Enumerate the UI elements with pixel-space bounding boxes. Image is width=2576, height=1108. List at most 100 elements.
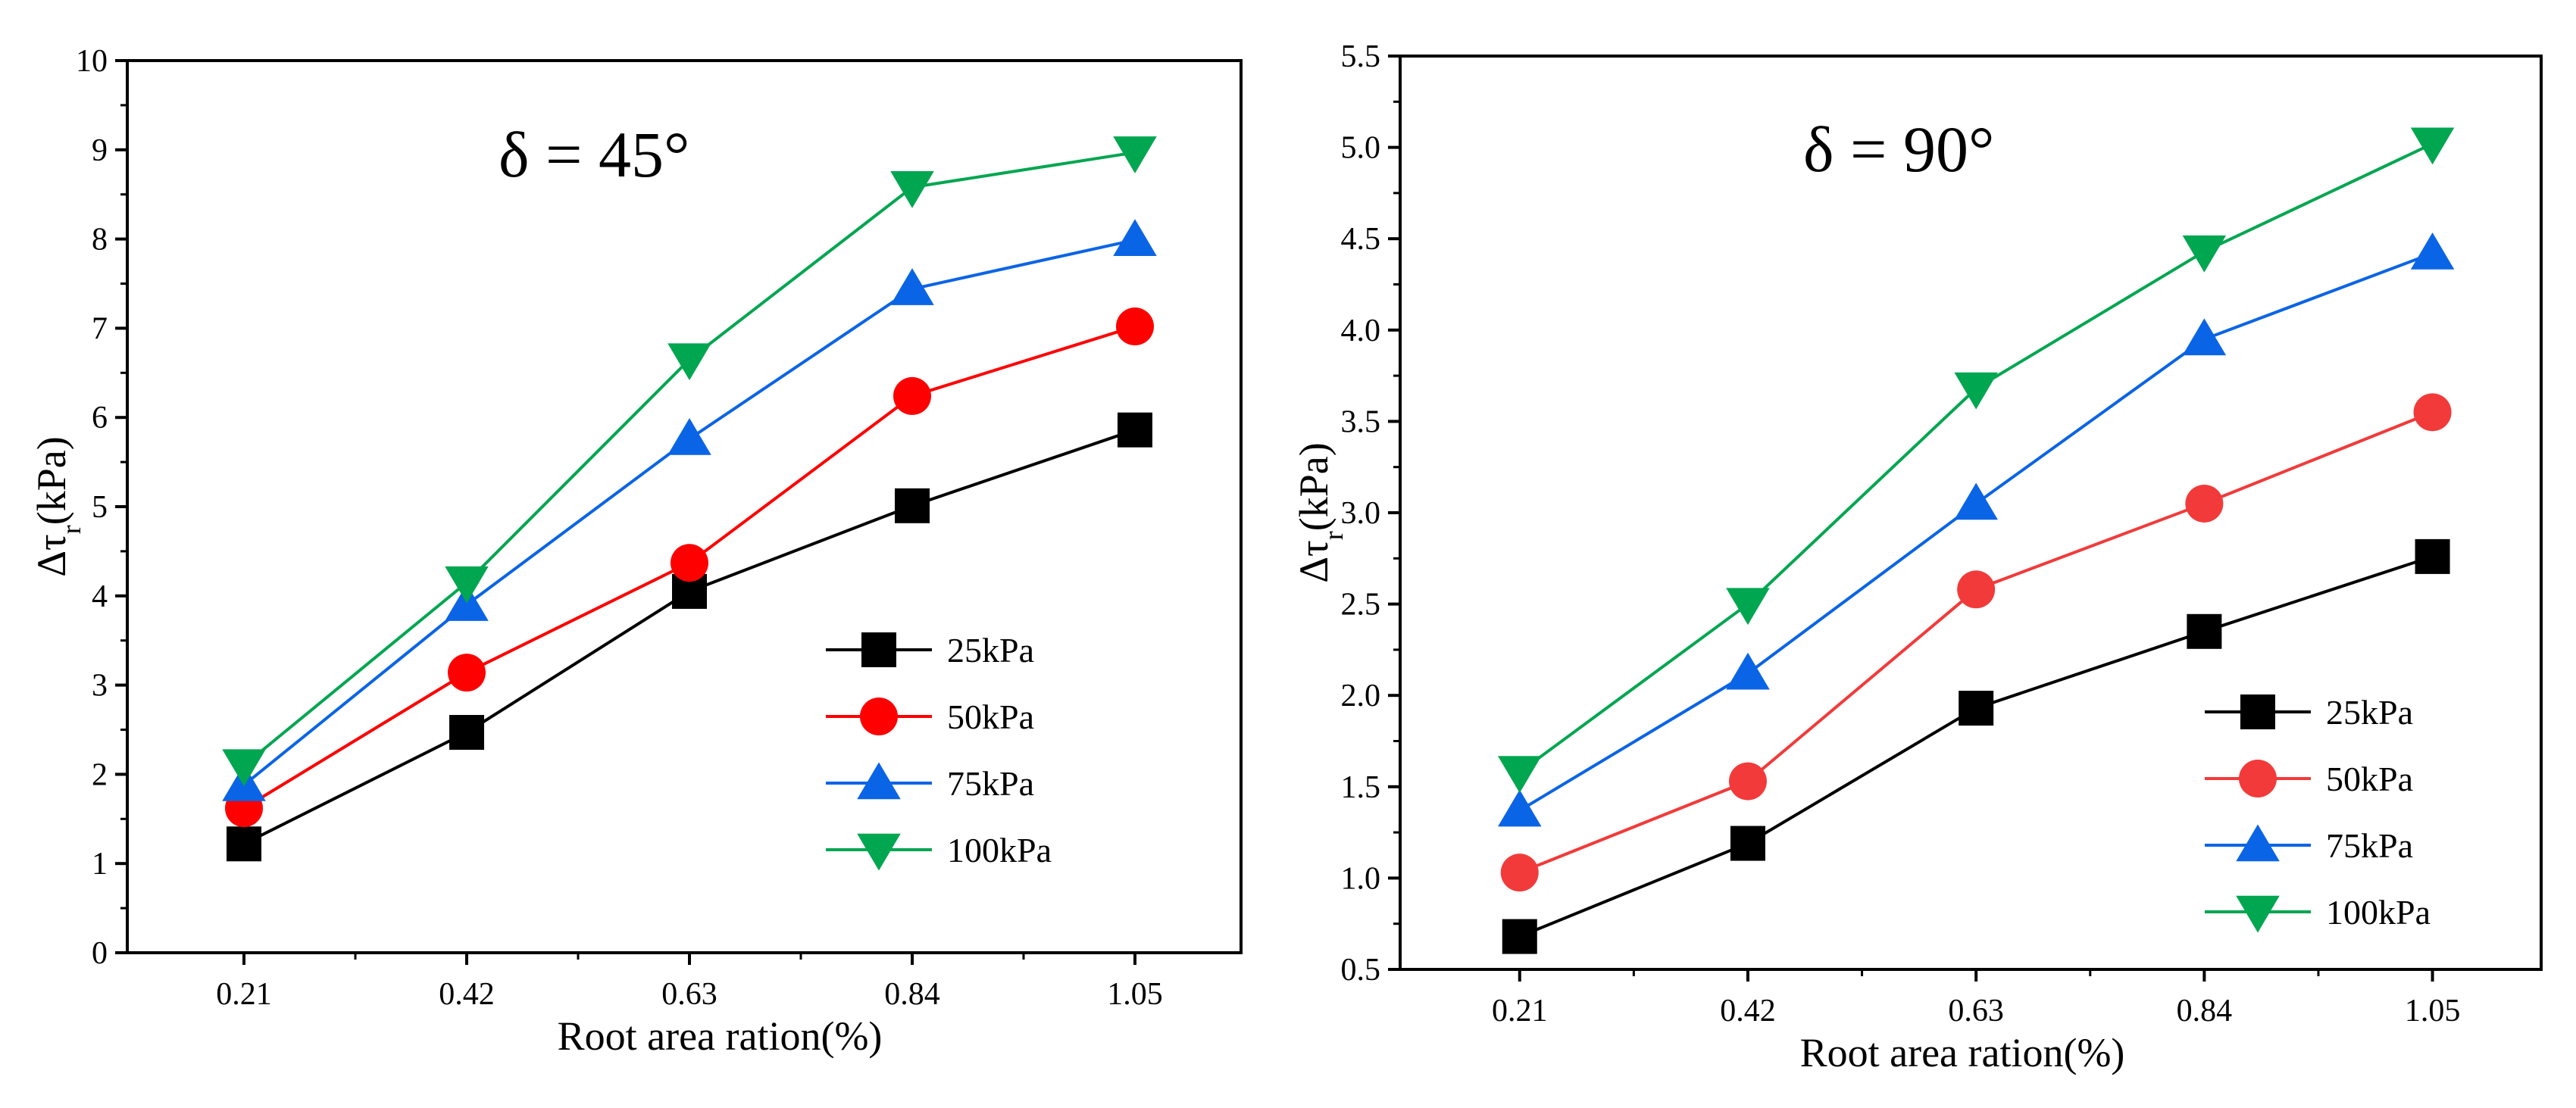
data-point <box>1116 307 1154 346</box>
data-point <box>1730 826 1765 861</box>
y-tick-label: 1 <box>92 847 108 882</box>
y-tick-label: 3 <box>92 669 108 704</box>
legend-marker <box>2236 824 2280 862</box>
axis-ticks <box>115 59 1136 965</box>
x-tick-labels: 0.21 0.42 0.63 0.84 1.05 <box>216 977 1163 1012</box>
x-tick-label: 0.63 <box>661 977 717 1012</box>
x-tick-label: 0.84 <box>2177 994 2233 1028</box>
x-axis-title: Root area ration(%) <box>1800 1030 2125 1075</box>
data-point <box>1954 482 1998 520</box>
y-tick-label: 3.5 <box>1341 404 1381 439</box>
data-point <box>1957 570 1996 609</box>
data-point <box>2413 393 2452 432</box>
y-axis-title-subscript: r <box>56 525 86 534</box>
data-point <box>1726 652 1770 690</box>
chart-title: δ = 90° <box>1803 113 1994 186</box>
y-tick-label: 4 <box>92 579 108 614</box>
legend-label: 25kPa <box>2326 693 2413 732</box>
series-100kPa <box>1498 127 2455 794</box>
y-axis-title: Δτr(kPa) <box>29 436 86 576</box>
data-point <box>667 417 711 455</box>
series-line <box>1518 251 2434 812</box>
legend-marker <box>2239 760 2277 797</box>
data-point <box>667 343 711 381</box>
chart-panel-delta-45: 0 1 2 3 4 5 6 7 8 9 10 0.21 0.42 0.63 0.84 1.05 δ = 45… <box>29 44 1243 1059</box>
x-tick-label: 0.84 <box>884 977 940 1012</box>
legend-entry: 100kPa <box>2205 893 2431 933</box>
data-point <box>1500 854 1539 892</box>
y-tick-label: 2.0 <box>1341 679 1381 713</box>
legend-label: 100kPa <box>2326 893 2431 932</box>
series-100kPa <box>222 136 1157 787</box>
x-tick-label: 1.05 <box>2405 994 2461 1028</box>
x-tick-label: 0.42 <box>439 977 495 1012</box>
axis-ticks <box>1388 55 2434 982</box>
x-tick-labels: 0.21 0.42 0.63 0.84 1.05 <box>1492 994 2460 1028</box>
data-point <box>222 749 266 787</box>
legend-marker <box>857 833 901 871</box>
data-point <box>2187 613 2222 649</box>
y-tick-label: 5 <box>92 490 108 525</box>
data-point <box>893 376 931 415</box>
data-point <box>449 715 484 751</box>
series-25kPa <box>1502 538 2450 954</box>
data-point <box>2415 538 2450 574</box>
y-axis-title-subscript: r <box>1318 531 1349 540</box>
legend-entry: 50kPa <box>826 698 1034 736</box>
data-point <box>1726 588 1770 626</box>
x-axis-title: Root area ration(%) <box>558 1013 883 1059</box>
data-point <box>895 488 930 523</box>
legend-label: 75kPa <box>947 764 1034 803</box>
legend-label: 75kPa <box>2326 826 2413 865</box>
data-point <box>1498 756 1542 794</box>
series-50kPa <box>1500 393 2452 892</box>
data-point <box>671 544 708 582</box>
legend-label: 25kPa <box>947 631 1034 669</box>
y-tick-label: 9 <box>92 133 108 168</box>
legend-marker <box>2236 895 2280 933</box>
y-tick-label: 0.5 <box>1341 953 1381 988</box>
legend-entry: 100kPa <box>826 831 1052 871</box>
legend-entry: 75kPa <box>826 762 1034 803</box>
legend-label: 100kPa <box>947 831 1052 869</box>
data-point <box>1113 219 1157 257</box>
data-point <box>1728 762 1767 801</box>
y-tick-labels: 0 1 2 3 4 5 6 7 8 9 10 <box>76 44 108 971</box>
legend-label: 50kPa <box>947 698 1034 736</box>
legend-entry: 75kPa <box>2205 824 2413 865</box>
data-point <box>1502 919 1537 954</box>
y-tick-label: 4.0 <box>1341 314 1381 348</box>
data-point <box>2410 232 2455 270</box>
data-point <box>445 566 489 604</box>
series-line <box>1519 410 2434 875</box>
data-point <box>2185 484 2224 523</box>
series-75kPa <box>1498 232 2455 827</box>
y-axis-title-unit: (kPa) <box>1291 442 1336 531</box>
y-axis-title-main: Δτ <box>29 534 74 576</box>
y-tick-label: 10 <box>76 44 108 79</box>
y-axis-title-main: Δτ <box>1291 540 1336 582</box>
y-tick-label: 1.0 <box>1341 861 1381 896</box>
legend: 25kPa 50kPa 75kPa 100kPa <box>2205 693 2431 933</box>
legend-label: 50kPa <box>2326 760 2413 798</box>
data-point <box>1498 789 1542 827</box>
data-point <box>1113 136 1157 173</box>
legend: 25kPa 50kPa 75kPa 100kPa <box>826 631 1052 871</box>
x-tick-label: 1.05 <box>1107 977 1163 1012</box>
chart-panel-delta-90: 0.51.01.52.02.53.03.54.04.55.05.5 0.21 0.… <box>1291 39 2543 1075</box>
data-point <box>227 826 261 862</box>
x-tick-label: 0.42 <box>1720 994 1776 1028</box>
y-axis-title: Δτr(kPa) <box>1291 442 1349 582</box>
y-tick-label: 1.5 <box>1341 770 1381 805</box>
data-series <box>222 136 1157 862</box>
x-tick-label: 0.21 <box>216 977 272 1012</box>
series-25kPa <box>227 412 1152 862</box>
y-tick-label: 2 <box>92 757 108 792</box>
y-tick-label: 0 <box>92 936 108 971</box>
y-tick-label: 4.5 <box>1341 222 1381 257</box>
legend-marker <box>2240 694 2275 729</box>
legend-entry: 25kPa <box>826 631 1034 669</box>
data-point <box>890 171 934 208</box>
